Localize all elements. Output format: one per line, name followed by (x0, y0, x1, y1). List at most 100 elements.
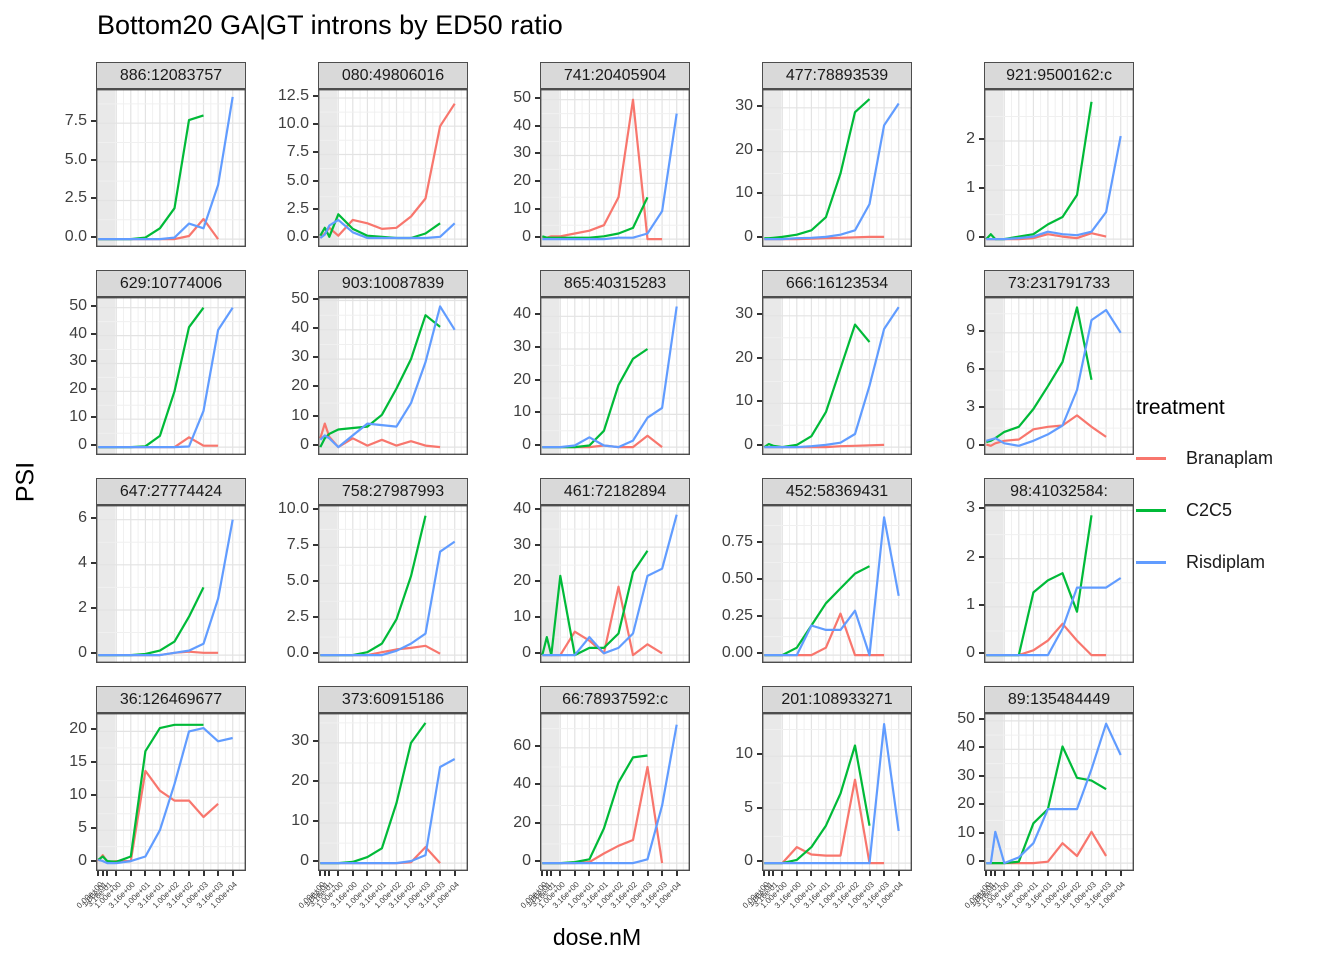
facet-plot: 741:20405904 (540, 62, 690, 247)
facet-panel-svg (318, 505, 468, 663)
x-tick-mark (1119, 871, 1122, 876)
y-tick-mark (535, 821, 540, 824)
y-tick-label: 50 (69, 296, 87, 314)
legend-entry: C2C5 (1136, 496, 1341, 524)
facet-panel-svg (984, 89, 1134, 247)
y-tick-mark (313, 179, 318, 182)
facet-panel (96, 505, 246, 663)
y-tick-mark (979, 774, 984, 777)
facet-plot: 647:27774424 (96, 478, 246, 663)
y-tick-label: 7.5 (64, 112, 87, 130)
facet-plot: 886:12083757 (96, 62, 246, 247)
facet-strip-label: 629:10774006 (96, 270, 246, 297)
facet-cell: 0 10 20 30 40 50 89:135484449 0.00e+00 1.00e-01 3… (930, 686, 1134, 931)
y-tick-mark (91, 416, 96, 419)
y-tick-label: 5.0 (286, 572, 309, 590)
y-tick-label: 0.0 (286, 644, 309, 662)
x-tick-mark (328, 871, 331, 876)
x-axis: 0.00e+00 1.00e-01 3.16e-01 1.00e+00 3.16e+00… (962, 871, 1134, 923)
y-tick-mark (313, 385, 318, 388)
x-tick-mark (1105, 871, 1108, 876)
y-tick-mark (979, 406, 984, 408)
y-tick-mark (979, 555, 984, 558)
y-tick-label: 20 (513, 172, 531, 190)
legend-line-swatch (1136, 456, 1166, 460)
y-tick-label: 0 (78, 644, 87, 662)
y-axis: 0 10 20 30 (264, 686, 318, 871)
facet-panel-svg (96, 505, 246, 663)
y-tick-label: 0.25 (721, 607, 753, 625)
y-tick-label: 10 (957, 823, 975, 841)
legend-line-swatch (1136, 508, 1166, 512)
y-tick-mark (979, 507, 984, 510)
facet-cell: 0 10 20 30 40 50 903:10087839 (264, 270, 468, 455)
x-tick-mark (217, 871, 220, 876)
y-tick-label: 0 (744, 852, 753, 870)
y-tick-label: 20 (69, 380, 87, 398)
x-tick-mark (173, 871, 176, 876)
x-tick-mark (675, 871, 678, 876)
x-tick-mark (994, 871, 997, 876)
facet-strip-label: 741:20405904 (540, 62, 690, 89)
facet-panel-svg (96, 713, 246, 871)
y-tick-mark (91, 304, 96, 307)
y-tick-mark (91, 860, 96, 863)
y-tick-mark (535, 860, 540, 863)
facet-panel (984, 505, 1134, 663)
y-tick-label: 2.5 (286, 199, 309, 217)
y-tick-mark (535, 208, 540, 211)
y-tick-mark (535, 96, 540, 99)
x-tick-mark (188, 871, 190, 876)
y-tick-mark (91, 120, 96, 123)
y-axis: 0 10 20 30 40 50 (486, 62, 540, 247)
facet-panel (540, 89, 690, 247)
y-tick-label: 20 (957, 795, 975, 813)
facet-strip-label: 647:27774424 (96, 478, 246, 505)
facet-panel (762, 89, 912, 247)
y-tick-label: 40 (957, 738, 975, 756)
facet-panel-svg (540, 713, 690, 871)
facet-panel-svg (540, 89, 690, 247)
y-tick-mark (313, 544, 318, 547)
facet-strip-label: 758:27987993 (318, 478, 468, 505)
facet-panel-svg (540, 505, 690, 663)
y-tick-label: 0.00 (721, 644, 753, 662)
y-tick-mark (535, 411, 540, 414)
y-tick-label: 30 (291, 348, 309, 366)
y-tick-label: 0 (300, 852, 309, 870)
y-tick-mark (757, 356, 762, 359)
y-tick-mark (313, 652, 318, 655)
x-tick-mark (868, 871, 871, 876)
x-tick-mark (106, 871, 109, 876)
x-tick-mark (439, 871, 442, 876)
y-tick-label: 0.75 (721, 533, 753, 550)
y-tick-mark (535, 444, 540, 447)
x-tick-mark (854, 871, 856, 876)
y-tick-label: 10.0 (277, 500, 309, 518)
facet-cell: 0.00 0.25 0.50 0.75 452:58369431 (708, 478, 912, 663)
facet-plot: 452:58369431 (762, 478, 912, 663)
y-tick-mark (979, 746, 984, 749)
y-tick-label: 0 (744, 436, 753, 454)
facet-cell: 0 20 40 60 66:78937592:c 0.00e+00 1.00e-01 3.16… (486, 686, 690, 931)
y-tick-mark (757, 578, 762, 581)
facet-panel-svg (762, 505, 912, 663)
y-tick-mark (535, 544, 540, 547)
x-tick-mark (424, 871, 427, 876)
y-tick-mark (757, 312, 762, 315)
x-tick-mark (661, 871, 664, 876)
y-tick-label: 20 (513, 572, 531, 590)
y-tick-label: 2 (78, 598, 87, 616)
y-axis: 0 2 4 6 (42, 478, 96, 663)
facet-plot: 080:49806016 (318, 62, 468, 247)
chart-title: Bottom20 GA|GT introns by ED50 ratio (97, 10, 563, 40)
facet-panel (96, 297, 246, 455)
y-tick-mark (313, 414, 318, 417)
x-tick-mark (1003, 871, 1006, 876)
y-tick-mark (91, 197, 96, 200)
y-tick-label: 6 (78, 508, 87, 526)
y-tick-label: 5 (78, 819, 87, 837)
x-tick-mark (772, 871, 775, 876)
y-tick-mark (979, 329, 984, 332)
